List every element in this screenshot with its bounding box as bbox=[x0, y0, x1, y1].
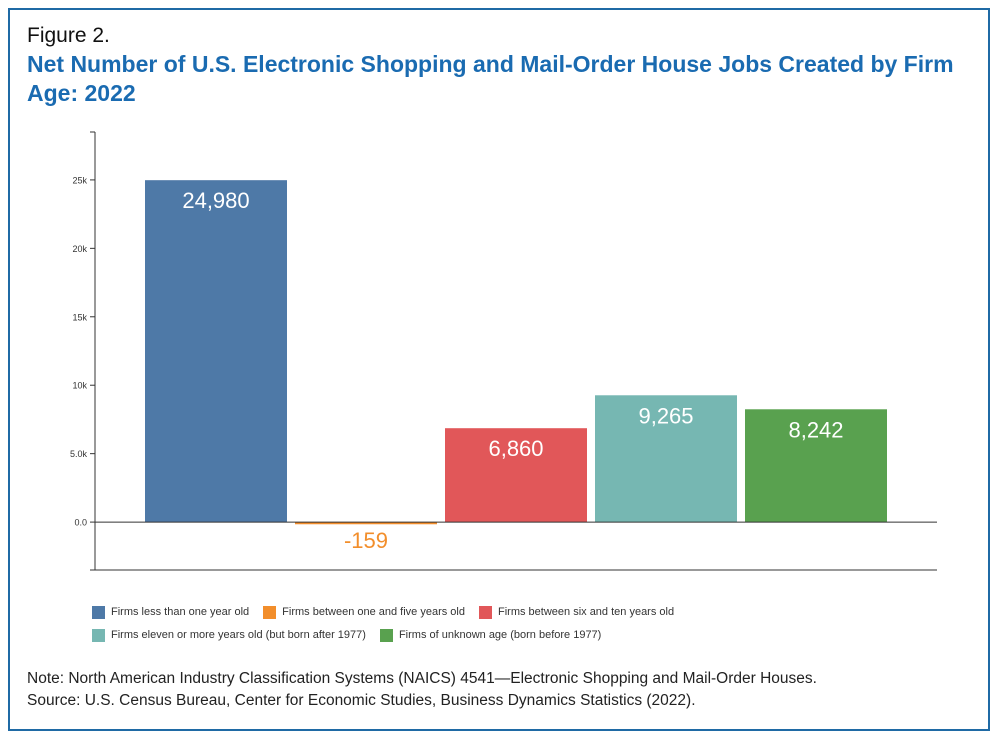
data-label-3: 9,265 bbox=[638, 403, 693, 428]
legend-label-1: Firms between one and five years old bbox=[282, 606, 465, 618]
bar-1 bbox=[295, 522, 437, 525]
y-tick-label-3: 15k bbox=[72, 312, 87, 322]
bar-4 bbox=[745, 409, 887, 523]
bar-2 bbox=[445, 428, 587, 523]
legend-swatch-4 bbox=[379, 628, 393, 642]
data-label-2: 6,860 bbox=[488, 436, 543, 461]
note-text: Note: North American Industry Classifica… bbox=[27, 670, 817, 687]
y-tick-label-4: 20k bbox=[72, 244, 87, 254]
legend-item-3: Firms eleven or more years old (but born… bbox=[92, 628, 366, 642]
legend-row-2: Firms eleven or more years old (but born… bbox=[92, 625, 852, 645]
bar-0 bbox=[145, 180, 287, 523]
legend-swatch-0 bbox=[92, 605, 105, 619]
bar-chart: 0.0 5.0k 10k 15k 20k 25k 24,980 -159 6,860 9,265 8… bbox=[70, 131, 937, 571]
legend-row-1: Firms less than one year old Firms betwe… bbox=[92, 602, 852, 622]
legend-label-0: Firms less than one year old bbox=[111, 606, 250, 618]
y-tick-label-0: 0.0 bbox=[74, 518, 87, 528]
chart-legend: Firms less than one year old Firms betwe… bbox=[92, 602, 852, 648]
figure-title: Net Number of U.S. Electronic Shopping a… bbox=[27, 51, 954, 106]
legend-swatch-1 bbox=[263, 605, 277, 619]
legend-swatch-3 bbox=[92, 628, 105, 642]
legend-item-2: Firms between six and ten years old bbox=[479, 605, 675, 619]
bar-3 bbox=[595, 395, 737, 523]
legend-item-1: Firms between one and five years old bbox=[263, 605, 465, 619]
legend-label-4: Firms of unknown age (born before 1977) bbox=[398, 629, 602, 641]
data-label-0: 24,980 bbox=[182, 188, 249, 213]
source-text: Source: U.S. Census Bureau, Center for E… bbox=[27, 692, 696, 709]
legend-label-3: Firms eleven or more years old (but born… bbox=[111, 629, 366, 641]
legend-item-0: Firms less than one year old bbox=[92, 605, 250, 619]
figure-label: Figure 2. bbox=[27, 24, 110, 47]
legend-swatch-2 bbox=[479, 605, 492, 619]
legend-label-2: Firms between six and ten years old bbox=[498, 606, 675, 618]
y-tick-label-2: 10k bbox=[72, 381, 87, 391]
y-tick-label-1: 5.0k bbox=[70, 449, 88, 459]
data-label-4: 8,242 bbox=[788, 417, 843, 442]
data-label-1: -159 bbox=[344, 528, 388, 553]
figure-notes: Note: North American Industry Classifica… bbox=[27, 668, 817, 712]
legend-item-4: Firms of unknown age (born before 1977) bbox=[379, 628, 602, 642]
y-tick-label-5: 25k bbox=[72, 175, 87, 185]
